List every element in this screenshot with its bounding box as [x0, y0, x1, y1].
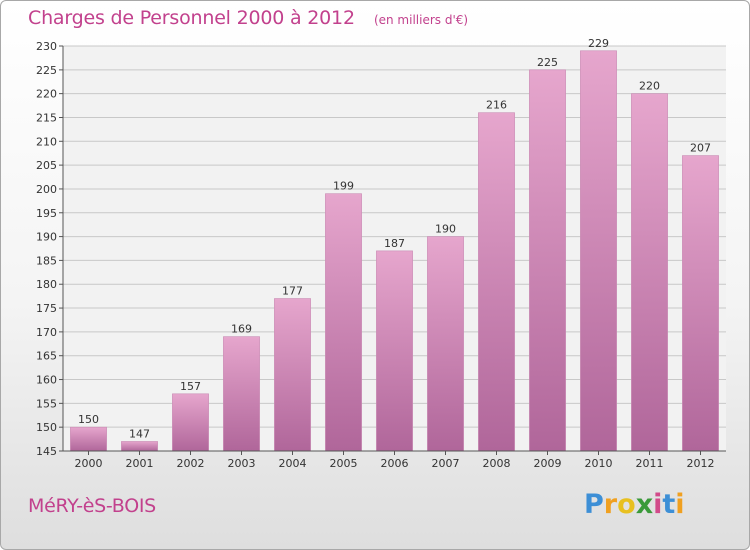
y-tick-label: 160	[36, 374, 57, 387]
bar-2006	[376, 250, 413, 452]
data-label-2000: 150	[78, 413, 99, 426]
data-label-2001: 147	[129, 427, 150, 440]
x-tick-label: 2006	[381, 457, 409, 470]
x-tick-label: 2009	[534, 457, 562, 470]
data-label-2009: 225	[537, 56, 558, 69]
data-label-2006: 187	[384, 237, 405, 250]
x-tick-label: 2005	[330, 457, 358, 470]
data-label-2010: 229	[588, 37, 609, 50]
bars	[70, 50, 719, 452]
bar-2003	[223, 336, 260, 452]
x-tick-label: 2003	[228, 457, 256, 470]
chart-title: Charges de Personnel 2000 à 2012	[28, 7, 355, 29]
y-tick-label: 175	[36, 302, 57, 315]
y-tick-label: 185	[36, 254, 57, 267]
y-tick-label: 220	[36, 88, 57, 101]
data-label-2011: 220	[639, 80, 660, 93]
y-tick-label: 150	[36, 421, 57, 434]
x-tick-label: 2002	[177, 457, 205, 470]
logo-letter: i	[653, 489, 663, 520]
bar-2010	[580, 50, 617, 452]
x-tick-label: 2011	[636, 457, 664, 470]
y-tick-label: 165	[36, 350, 57, 363]
x-tick-label: 2010	[585, 457, 613, 470]
y-tick-label: 210	[36, 135, 57, 148]
commune-name: MéRY-èS-BOIS	[28, 495, 156, 517]
bar-2012	[682, 155, 719, 452]
bar-2009	[529, 69, 566, 452]
proxiti-logo: Proxiti	[584, 489, 685, 520]
logo-letter: x	[635, 489, 654, 520]
x-tick-label: 2001	[126, 457, 154, 470]
y-tick-label: 170	[36, 326, 57, 339]
y-tick-label: 225	[36, 64, 57, 77]
bar-2008	[478, 112, 515, 452]
data-label-2002: 157	[180, 380, 201, 393]
y-tick-label: 215	[36, 111, 57, 124]
y-tick-label: 205	[36, 159, 57, 172]
x-tick-label: 2004	[279, 457, 307, 470]
x-tick-label: 2000	[75, 457, 103, 470]
data-label-2007: 190	[435, 223, 456, 236]
bar-2011	[631, 93, 668, 452]
logo-letter: P	[584, 489, 604, 520]
chart-subtitle: (en milliers d'€)	[373, 13, 469, 27]
bar-2001	[121, 441, 158, 452]
x-tick-label: 2008	[483, 457, 511, 470]
data-label-2008: 216	[486, 99, 507, 112]
x-tick-label: 2007	[432, 457, 460, 470]
y-tick-label: 145	[36, 445, 57, 458]
bar-2007	[427, 236, 464, 452]
y-tick-label: 180	[36, 278, 57, 291]
y-tick-label: 230	[36, 40, 57, 53]
logo-letter: t	[662, 489, 676, 520]
x-tick-label: 2012	[687, 457, 715, 470]
data-labels: 150 147 157 169 177 199 187 190 216 225 229 220 207	[78, 37, 711, 441]
y-tick-label: 195	[36, 207, 57, 220]
data-label-2012: 207	[690, 142, 711, 155]
y-tick-label: 155	[36, 397, 57, 410]
logo-letter: i	[675, 489, 685, 520]
axes: 145 150 155 160 165 170 175 180 185 190 195 200 205 2…	[36, 40, 726, 470]
bar-2002	[172, 393, 209, 452]
data-label-2005: 199	[333, 180, 354, 193]
logo-letter: r	[603, 489, 618, 520]
bar-2005	[325, 193, 362, 452]
y-tick-label: 190	[36, 231, 57, 244]
bar-2000	[70, 426, 107, 452]
data-label-2004: 177	[282, 285, 303, 298]
title-row: Charges de Personnel 2000 à 2012 (en mil…	[28, 7, 468, 29]
data-label-2003: 169	[231, 323, 252, 336]
logo-letter: o	[617, 489, 636, 520]
bar-2004	[274, 298, 311, 452]
y-tick-label: 200	[36, 183, 57, 196]
